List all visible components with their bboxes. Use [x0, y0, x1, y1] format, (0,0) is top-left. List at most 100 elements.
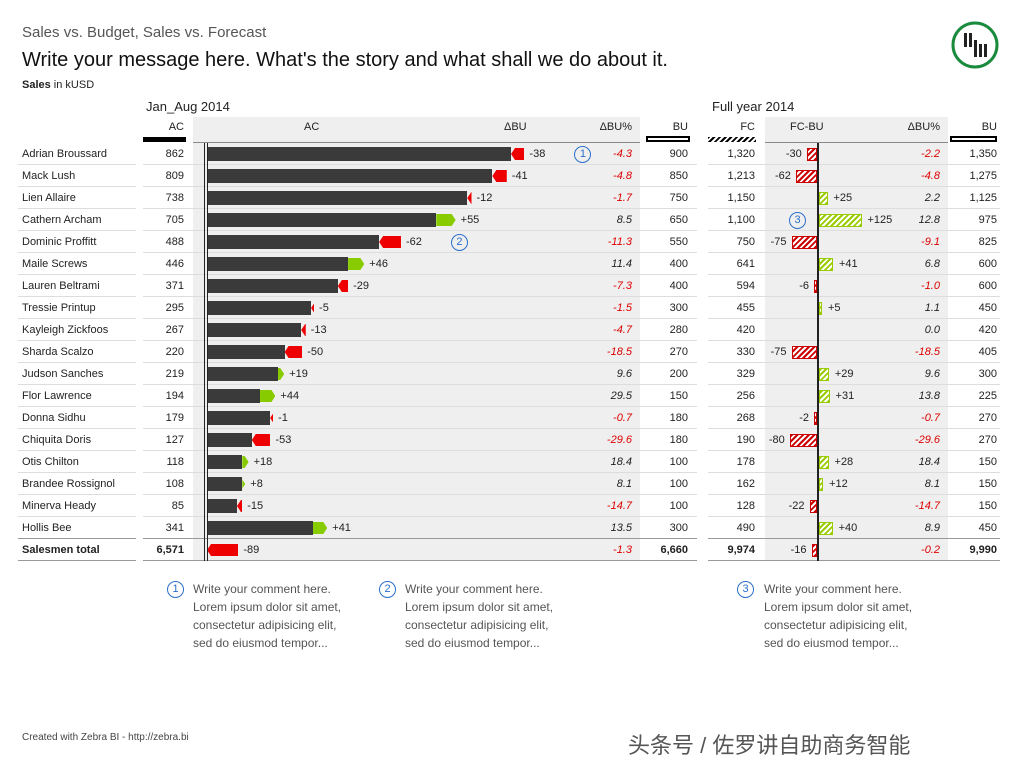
positive-delta-marker — [278, 368, 285, 380]
row-separator — [18, 252, 136, 253]
col-ac: AC — [168, 121, 184, 133]
row-separator — [143, 164, 697, 165]
fc-bu-label: +41 — [838, 258, 858, 270]
ac-bar — [207, 521, 313, 535]
comment-line: Write your comment here. — [764, 582, 902, 596]
ac-value: 85 — [171, 500, 184, 512]
unit-bold: Sales — [22, 79, 51, 91]
ac-bar — [207, 257, 349, 271]
fy-bu-value: 600 — [978, 280, 997, 292]
fc-bu-label: +29 — [834, 368, 854, 380]
fy-dbu-pct-value: -29.6 — [914, 434, 940, 446]
negative-delta-marker — [467, 192, 472, 204]
ac-value: 488 — [165, 236, 184, 248]
ac-bar — [207, 191, 468, 205]
row-separator — [708, 384, 1000, 385]
fc-value: 9,974 — [727, 544, 755, 556]
fy-dbu-pct-value: 12.8 — [918, 214, 940, 226]
row-separator — [708, 472, 1000, 473]
row-separator — [143, 450, 697, 451]
fy-bu-value: 150 — [978, 456, 997, 468]
comment-number-3: 3 — [737, 581, 754, 598]
row-separator — [143, 472, 697, 473]
row-separator — [143, 428, 697, 429]
fc-bu-positive-bar — [819, 522, 833, 535]
fc-bu-label: -6 — [799, 280, 809, 292]
fy-dbu-pct-value: 18.4 — [918, 456, 940, 468]
row-separator — [18, 296, 136, 297]
fy-dbu-pct-value: 13.8 — [918, 390, 940, 402]
bu-value: 100 — [669, 500, 688, 512]
negative-delta-marker — [337, 280, 349, 292]
ac-value: 6,571 — [156, 544, 184, 556]
left-section-title: Jan_Aug 2014 — [146, 99, 230, 114]
fc-bu-positive-bar — [819, 302, 822, 315]
col-dbu-pct: ΔBU% — [599, 121, 632, 133]
ac-bar — [207, 147, 512, 161]
fy-bu-value: 600 — [978, 258, 997, 270]
ac-bar — [207, 345, 285, 359]
fy-dbu-pct-value: 0.0 — [924, 324, 940, 336]
fy-dbu-pct-value: 8.1 — [924, 478, 940, 490]
fy-dbu-pct-value: 6.8 — [924, 258, 940, 270]
fy-dbu-pct-value: 9.6 — [924, 368, 940, 380]
row-separator — [708, 318, 1000, 319]
row-separator — [143, 252, 697, 253]
comment-line: consectetur adipisicing elit, — [193, 618, 337, 632]
fy-bu-value: 1,275 — [969, 170, 997, 182]
fc-bu-label: -80 — [768, 434, 785, 446]
fc-value: 178 — [736, 456, 755, 468]
row-name: Flor Lawrence — [22, 390, 92, 402]
bu-value: 400 — [669, 258, 688, 270]
fc-value: 420 — [736, 324, 755, 336]
row-separator — [143, 318, 697, 319]
ac-value: 371 — [165, 280, 184, 292]
bu-value: 100 — [669, 478, 688, 490]
bu-legend-mark — [646, 136, 690, 142]
row-name: Tressie Printup — [22, 302, 96, 314]
negative-delta-marker — [251, 434, 271, 446]
dbu-pct-value: 13.5 — [610, 522, 632, 534]
row-separator — [18, 472, 136, 473]
dbu-pct-value: 9.6 — [616, 368, 632, 380]
positive-delta-marker — [260, 390, 276, 402]
fc-bu-negative-bar — [791, 346, 817, 359]
fc-value: 128 — [736, 500, 755, 512]
col-bu: BU — [672, 121, 688, 133]
ac-bar — [207, 477, 243, 491]
fc-bu-positive-bar — [819, 390, 830, 403]
fc-value: 256 — [736, 390, 755, 402]
bu-value: 750 — [669, 192, 688, 204]
row-name: Maile Screws — [22, 258, 88, 270]
fy-dbu-pct-value: -9.1 — [921, 236, 940, 248]
positive-delta-marker — [242, 456, 248, 468]
dbu-label: -89 — [243, 544, 260, 556]
dbu-label: -41 — [511, 170, 528, 182]
fc-bu-label: +5 — [828, 302, 841, 314]
comment-number-1: 1 — [167, 581, 184, 598]
fy-bu-value: 975 — [978, 214, 997, 226]
fc-value: 330 — [736, 346, 755, 358]
row-separator — [18, 428, 136, 429]
ac-value: 295 — [165, 302, 184, 314]
bu-value: 650 — [669, 214, 688, 226]
row-separator — [143, 384, 697, 385]
ac-bar — [207, 213, 437, 227]
row-name: Minerva Heady — [22, 500, 96, 512]
footer-credit: Created with Zebra BI - http://zebra.bi — [22, 732, 189, 743]
ac-bar — [207, 323, 302, 337]
fc-bu-positive-bar — [819, 214, 862, 227]
positive-delta-marker — [348, 258, 364, 270]
fy-bu-value: 450 — [978, 522, 997, 534]
row-separator — [143, 208, 697, 209]
fy-bu-legend-mark — [950, 136, 997, 142]
ac-bar — [207, 235, 380, 249]
ac-legend-mark — [143, 137, 186, 142]
fc-bu-label: +28 — [834, 456, 854, 468]
ac-value: 862 — [165, 148, 184, 160]
bu-value: 300 — [669, 522, 688, 534]
ac-bar — [207, 169, 493, 183]
row-separator — [143, 516, 697, 517]
row-name: Chiquita Doris — [22, 434, 92, 446]
fc-bu-label: -75 — [770, 236, 787, 248]
